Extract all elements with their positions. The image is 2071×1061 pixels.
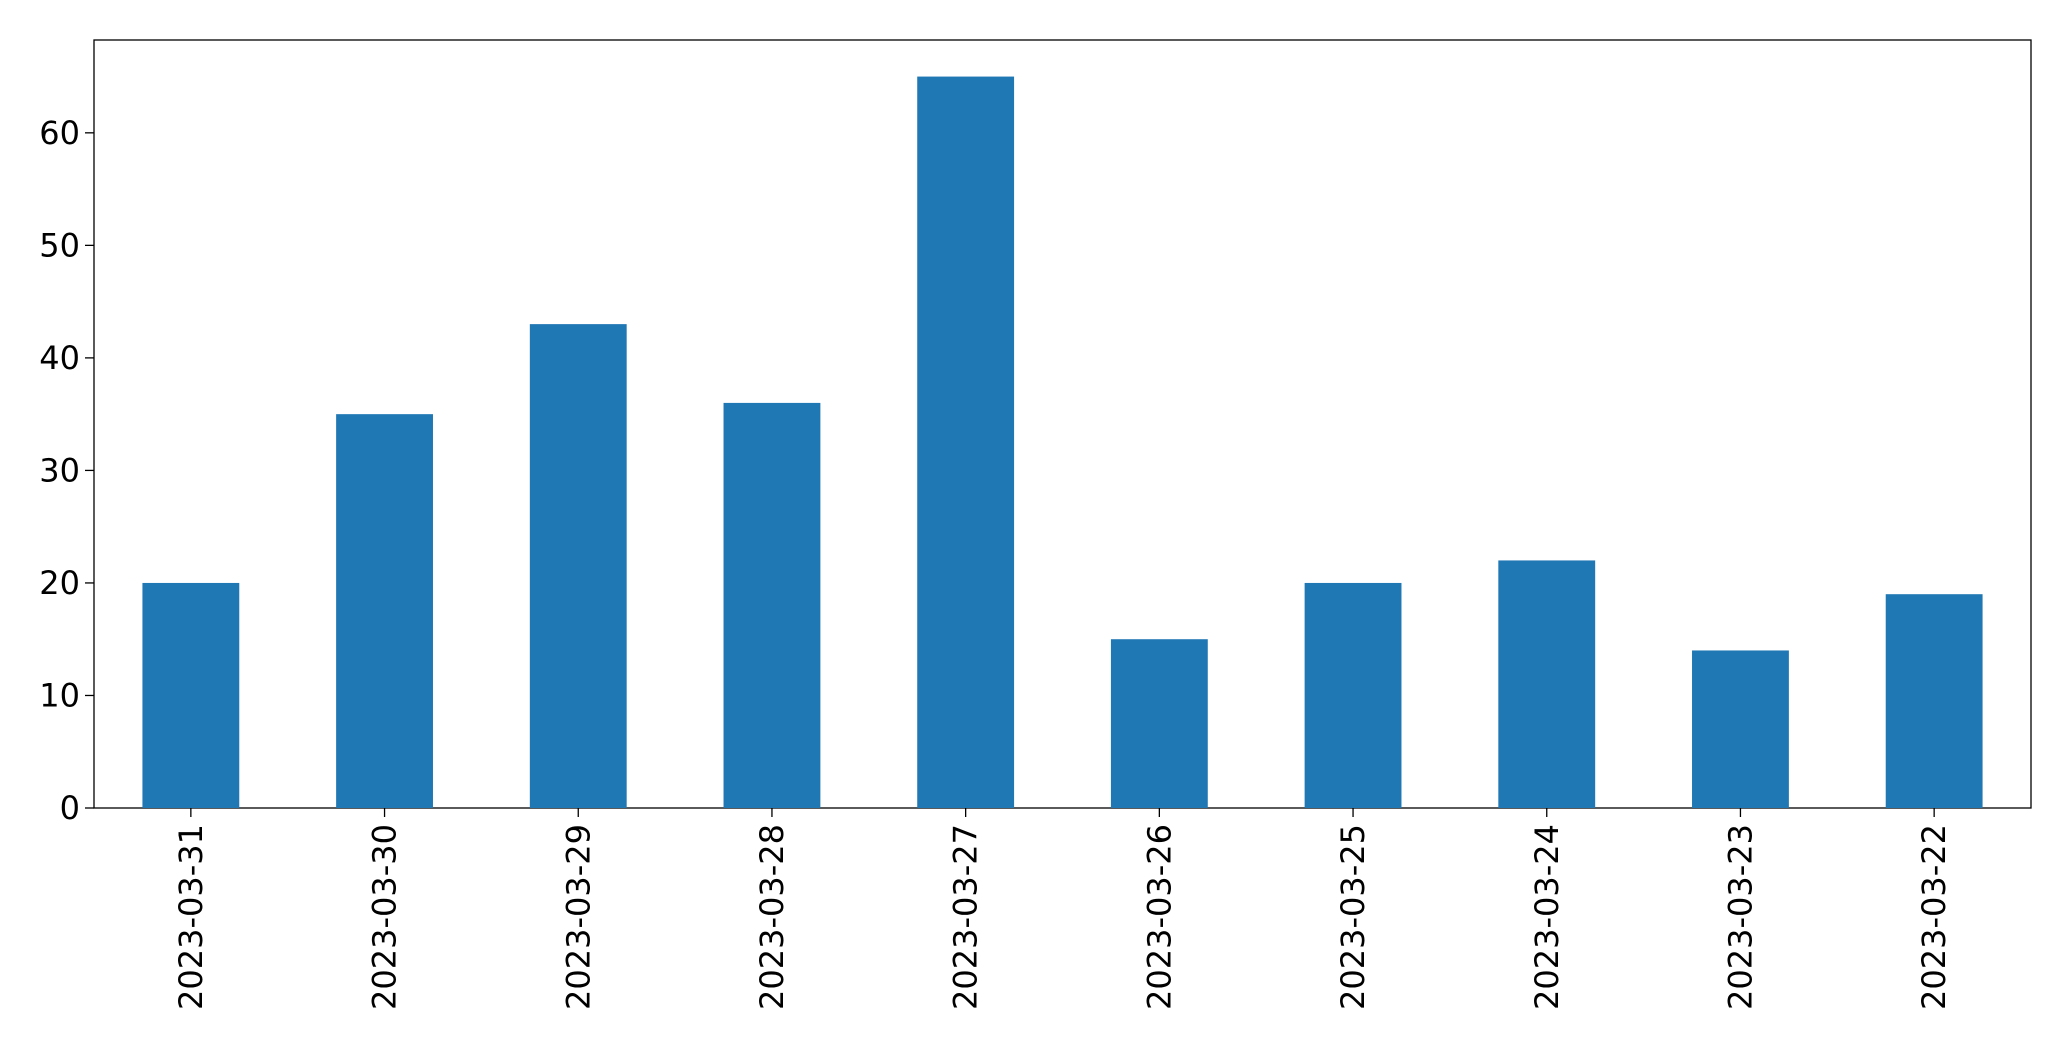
x-tick-label: 2023-03-24 xyxy=(1528,824,1566,1010)
y-tick-label: 0 xyxy=(60,789,80,827)
x-tick-label: 2023-03-25 xyxy=(1334,824,1372,1010)
bar xyxy=(1692,650,1789,808)
bar xyxy=(1110,639,1208,808)
bar xyxy=(1304,582,1402,808)
plot-frame xyxy=(93,39,2032,809)
bar xyxy=(529,324,627,808)
x-tick-label: 2023-03-29 xyxy=(559,824,597,1010)
x-tick-label: 2023-03-27 xyxy=(947,824,985,1010)
x-tick-label: 2023-03-30 xyxy=(366,824,404,1010)
bar xyxy=(917,76,1015,809)
bar xyxy=(142,582,240,808)
y-tick-label: 50 xyxy=(39,226,80,264)
x-tick-label: 2023-03-22 xyxy=(1915,824,1953,1010)
x-tick-label: 2023-03-28 xyxy=(753,824,791,1010)
x-tick-label: 2023-03-31 xyxy=(172,824,210,1010)
bar xyxy=(1885,594,1983,808)
y-tick-label: 20 xyxy=(39,564,80,602)
y-tick-label: 10 xyxy=(39,676,80,714)
y-tick-label: 60 xyxy=(39,114,80,152)
x-tick-label: 2023-03-26 xyxy=(1140,824,1178,1010)
x-tick-label: 2023-03-23 xyxy=(1721,824,1759,1010)
y-tick-label: 40 xyxy=(39,339,80,377)
bar xyxy=(1498,560,1596,808)
bar xyxy=(336,414,433,808)
y-tick-label: 30 xyxy=(39,451,80,489)
bar xyxy=(723,402,821,808)
